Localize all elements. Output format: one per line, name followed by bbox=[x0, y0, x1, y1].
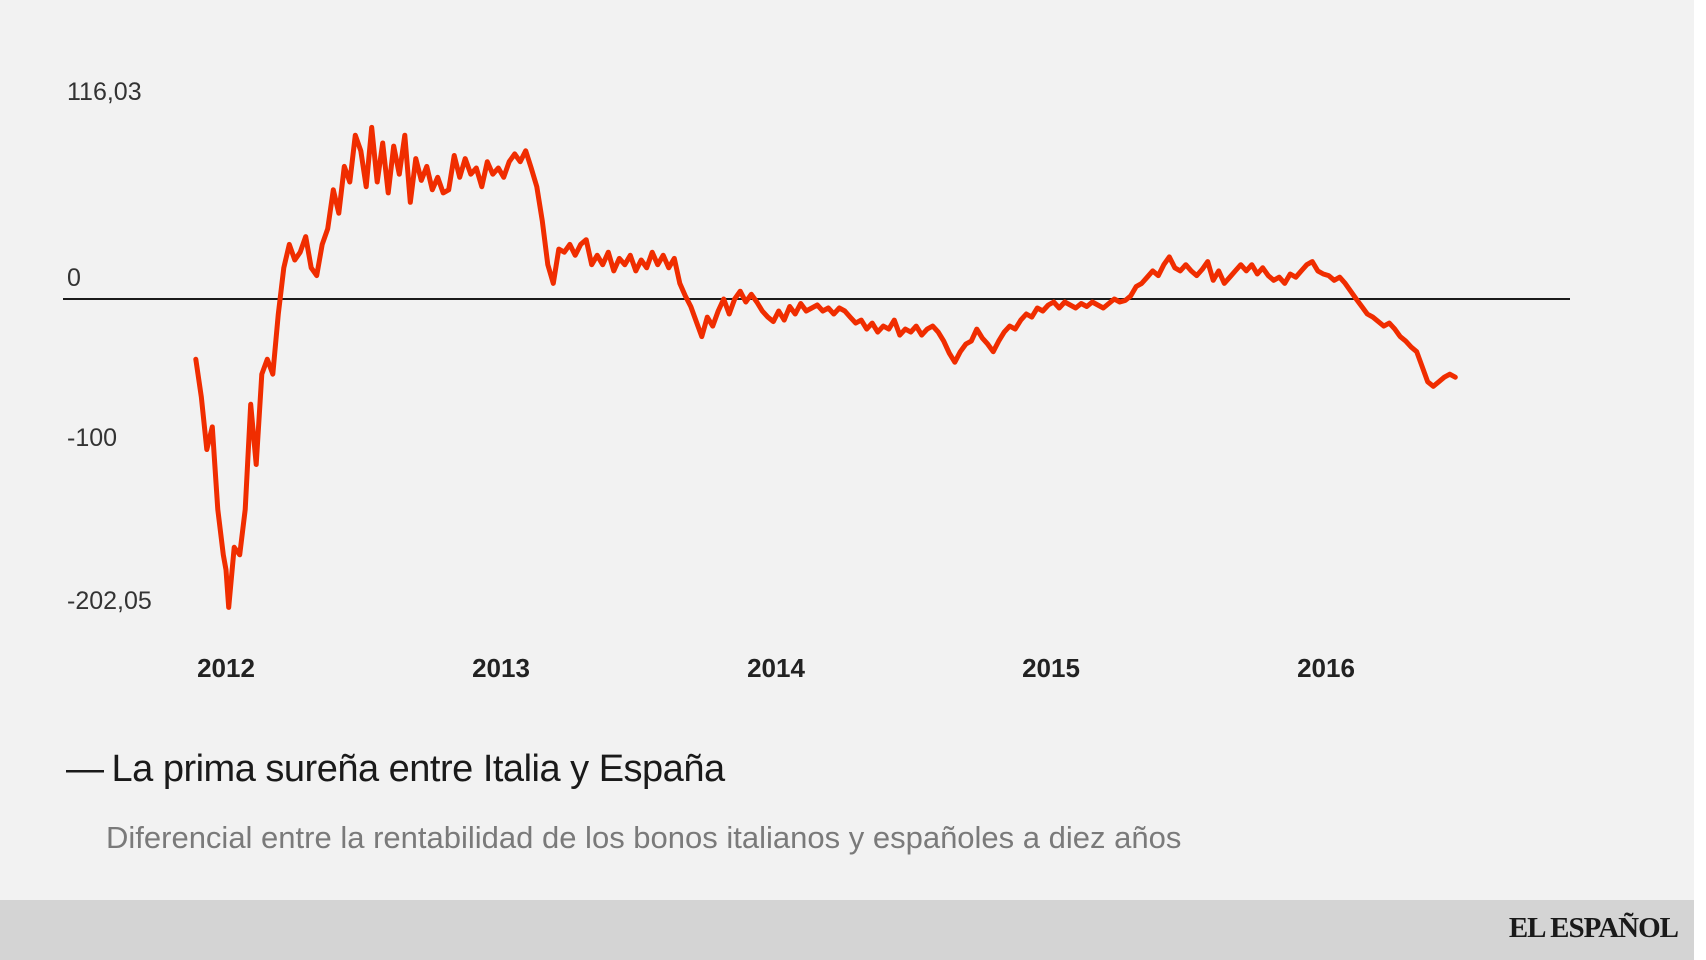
y-tick-label: 116,03 bbox=[67, 78, 142, 106]
x-tick-label: 2012 bbox=[197, 653, 255, 683]
page-edge bbox=[1694, 0, 1706, 960]
legend-swatch: — bbox=[66, 748, 104, 790]
x-tick-label: 2013 bbox=[472, 653, 530, 683]
legend-label: La prima sureña entre Italia y España bbox=[111, 748, 726, 790]
y-axis-ticks: 116,03 0 -100 -202,05 bbox=[67, 78, 152, 615]
y-tick-label: -202,05 bbox=[67, 587, 152, 615]
x-tick-label: 2014 bbox=[747, 653, 805, 683]
brand-logo: EL ESPAÑOL bbox=[1508, 912, 1679, 944]
line-chart: 116,03 0 -100 -202,05 2012 2013 2014 2015 2016 bbox=[63, 78, 1570, 683]
series-line-0 bbox=[193, 124, 1458, 610]
x-tick-label: 2016 bbox=[1297, 653, 1355, 683]
x-axis-ticks: 2012 2013 2014 2015 2016 bbox=[197, 653, 1355, 683]
x-tick-label: 2015 bbox=[1022, 653, 1080, 683]
chart-card bbox=[0, 0, 1694, 900]
y-tick-label: 0 bbox=[67, 264, 81, 292]
series-group bbox=[193, 124, 1458, 610]
legend-title: — La prima sureña entre Italia y España bbox=[66, 748, 725, 791]
chart-subtitle: Diferencial entre la rentabilidad de los… bbox=[106, 820, 1182, 855]
footer-bar: EL ESPAÑOL bbox=[0, 900, 1694, 960]
y-tick-label: -100 bbox=[67, 424, 117, 452]
